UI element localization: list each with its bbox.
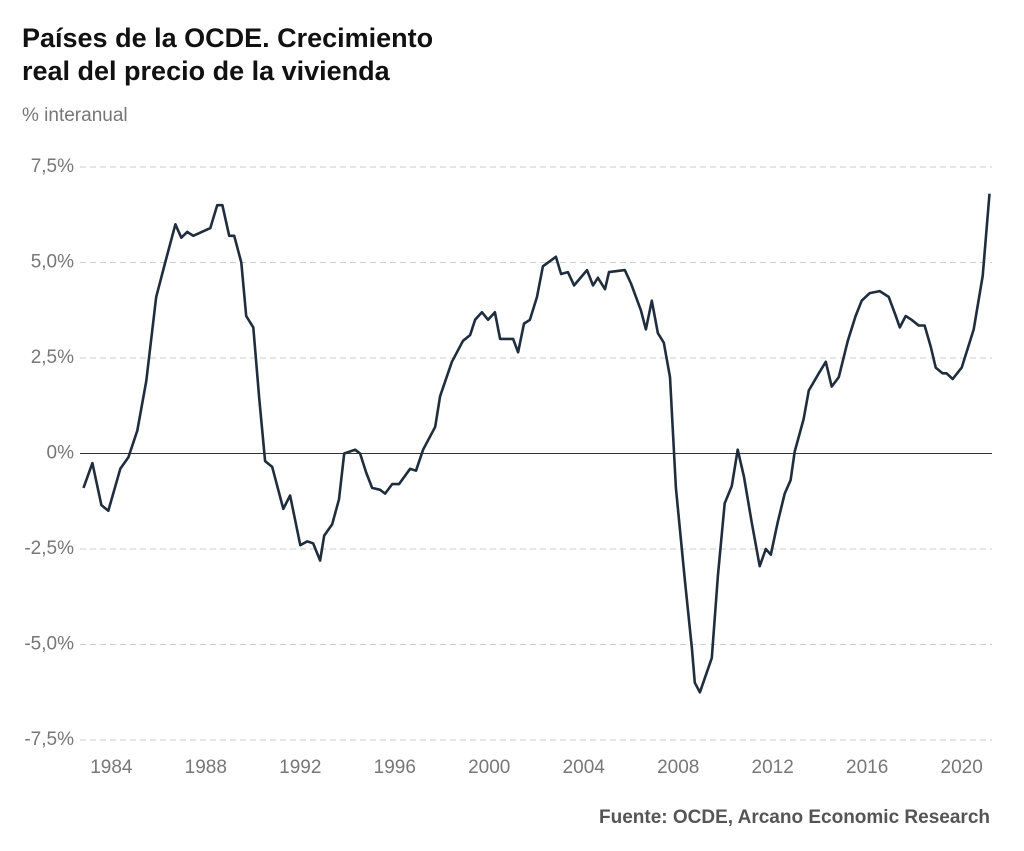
y-tick-label: -5,0%: [24, 634, 74, 655]
x-tick-label: 1992: [279, 757, 321, 778]
x-tick-label: 1984: [90, 757, 133, 778]
y-tick-label: 7,5%: [31, 156, 74, 177]
data-line: [82, 193, 991, 694]
x-tick-label: 2016: [846, 757, 888, 778]
x-tick-label: 2012: [752, 757, 794, 778]
y-tick-label: 0%: [47, 443, 75, 464]
x-tick-label: 2000: [468, 757, 510, 778]
x-tick-label: 1996: [374, 757, 416, 778]
chart-title: real del precio de la vivienda: [22, 56, 391, 86]
x-tick-label: 1988: [185, 757, 227, 778]
x-tick-label: 2008: [657, 757, 699, 778]
y-tick-label: 2,5%: [31, 347, 74, 368]
chart-subtitle: % interanual: [22, 105, 128, 126]
x-tick-label: 2004: [563, 757, 606, 778]
source: Fuente: OCDE, Arcano Economic Research: [599, 807, 990, 828]
x-tick-label: 2020: [941, 757, 983, 778]
y-tick-label: 5,0%: [31, 252, 74, 273]
y-tick-label: -2,5%: [24, 538, 74, 559]
y-tick-label: -7,5%: [24, 729, 74, 750]
chart-title: Países de la OCDE. Crecimiento: [22, 23, 433, 53]
